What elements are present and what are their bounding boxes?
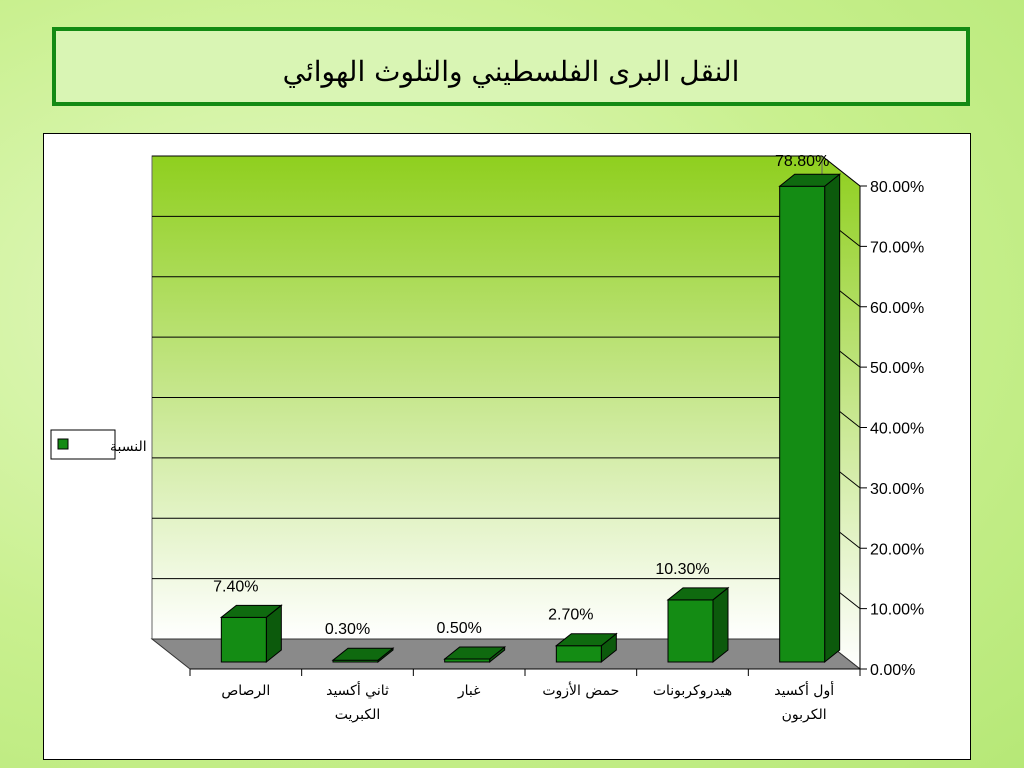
bar-top: [443, 646, 507, 660]
title-box: النقل البرى الفلسطيني والتلوث الهوائي: [52, 27, 970, 106]
legend-swatch: [57, 438, 69, 450]
bar-top: [778, 173, 842, 187]
bar-2: [443, 645, 507, 664]
y-tick-label: 40.00%: [870, 421, 924, 438]
x-tick-label: الكبريت: [335, 707, 380, 723]
data-label: 10.30%: [655, 561, 709, 578]
y-tick-label: 20.00%: [870, 541, 924, 558]
bar-top: [554, 633, 618, 647]
y-tick-label: 10.00%: [870, 602, 924, 619]
bar-front: [779, 185, 826, 663]
bar-top: [219, 604, 283, 618]
x-tick-label: الكربون: [782, 707, 827, 723]
bar-chart: الرصاص ثاني أكسيد الكبريت غبار حمض الأزوت هيد…: [50, 153, 924, 723]
data-label: 0.30%: [325, 621, 370, 638]
data-label: 0.50%: [436, 620, 481, 637]
gridline-side: [821, 155, 861, 187]
bar-1: [331, 647, 395, 664]
y-tick-label: 30.00%: [870, 481, 924, 498]
legend-label: النسبة: [110, 439, 147, 455]
y-tick-label: 80.00%: [870, 179, 924, 196]
bar-top: [666, 587, 730, 601]
bar-5: [778, 173, 842, 664]
y-tick-label: 0.00%: [870, 662, 915, 679]
bar-front: [555, 645, 602, 663]
bar-3: [554, 632, 618, 664]
data-label: 2.70%: [548, 607, 593, 624]
bar-side: [712, 586, 729, 664]
bar-0: [219, 604, 283, 664]
y-tick-label: 50.00%: [870, 360, 924, 377]
page-title: النقل البرى الفلسطيني والتلوث الهوائي: [282, 55, 740, 88]
bar-front: [667, 599, 714, 663]
bar-4: [666, 586, 730, 664]
bar-side: [824, 173, 841, 664]
x-tick-label: أول أكسيد: [774, 681, 834, 699]
y-tick-label: 60.00%: [870, 300, 924, 317]
x-tick-label: هيدروكربونات: [653, 683, 732, 699]
x-tick-label: غبار: [457, 683, 481, 699]
data-label: 78.80%: [775, 153, 829, 170]
x-tick-label: ثاني أكسيد: [326, 681, 389, 699]
bar-top: [331, 647, 395, 661]
chart-area: الرصاص ثاني أكسيد الكبريت غبار حمض الأزوت هيد…: [43, 133, 971, 760]
x-tick-label: حمض الأزوت: [542, 681, 619, 699]
data-label: 7.40%: [213, 578, 258, 595]
bar-front: [220, 616, 267, 663]
y-tick-label: 70.00%: [870, 239, 924, 256]
x-tick-label: الرصاص: [221, 683, 270, 699]
